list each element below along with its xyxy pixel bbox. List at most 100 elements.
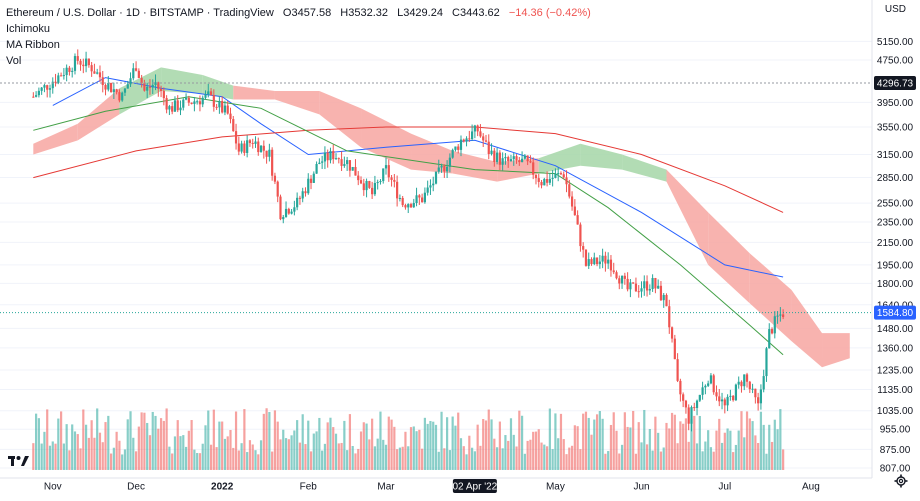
volume-bar [679,421,682,470]
indicator-ma-ribbon[interactable]: MA Ribbon [6,39,60,51]
candle-body [532,162,535,175]
volume-bar [615,430,618,470]
candle-body [626,278,629,290]
candle-body [262,145,265,151]
volume-bar [123,449,127,470]
chart-legend: Ethereum / U.S. Dollar · 1D · BITSTAMP ·… [6,5,591,69]
price-tick-label: 2350.00 [877,217,914,228]
volume-bar [451,416,454,470]
volume-bar [151,411,154,470]
cloud-segment [708,212,750,304]
candle-body [140,77,143,84]
candle-body [662,294,665,301]
volume-bar [51,441,54,470]
volume-bar [32,443,35,470]
candle-body [590,259,593,265]
candle-body [493,150,496,162]
candle-body [559,173,563,175]
volume-bar [590,434,593,470]
volume-bar [84,424,88,470]
price-tick-label: 875.00 [880,445,911,456]
volume-bar [668,428,671,470]
volume-bar [732,452,735,470]
volume-bar [182,435,185,470]
volume-bar [487,409,490,470]
volume-bar [196,453,199,470]
volume-bar [268,412,271,470]
volume-bar [384,444,388,470]
candle-body [573,206,576,216]
candle-body [401,197,404,206]
candle-body [115,89,118,93]
volume-bar [207,410,210,470]
candle-body [179,107,182,111]
candle-body [579,224,582,247]
low-value: L3429.24 [397,7,443,19]
volume-bar [376,438,379,470]
candle-body [246,140,249,153]
volume-bar [559,413,563,470]
cloud-segment [233,85,275,100]
candle-body [273,175,277,182]
currency-button[interactable]: USD [884,4,906,15]
indicator-ichimoku[interactable]: Ichimoku [6,23,51,35]
volume-bar [548,408,551,470]
candle-body [670,327,674,339]
candle-body [148,86,152,88]
candle-body [332,150,335,160]
settings-gear-icon[interactable] [894,474,908,488]
candle-body [187,97,190,103]
volume-bar [73,431,77,470]
price-tick-label: 1360.00 [877,343,914,354]
candle-body [290,211,293,214]
candle-body [423,192,426,203]
candle-body [609,259,613,271]
candle-body [409,204,413,208]
price-tick-label: 2850.00 [877,173,914,184]
candle-body [371,187,374,195]
cloud-segment [580,143,623,170]
candle-body [73,56,77,71]
candle-body [96,72,99,74]
candle-body [354,167,357,176]
candle-body [384,165,388,169]
candle-body [82,64,85,67]
candle-body [154,82,157,85]
volume-bar [209,444,213,470]
volume-bar [373,446,377,470]
volume-bar [687,441,690,470]
candle-body [645,281,649,291]
candle-body [265,150,268,157]
cloud-segment [497,158,539,182]
candle-body [348,160,352,171]
candle-body [396,181,399,199]
candle-body [526,155,529,162]
volume-bar [609,424,613,470]
volume-bar [587,417,590,470]
candle-body [329,150,332,161]
close-value: C3443.62 [452,7,500,19]
price-line [0,82,872,314]
candle-body [62,75,65,77]
candle-body [754,388,757,398]
candle-body [204,94,207,98]
volume-bar [109,453,113,470]
candle-body [770,329,774,334]
volume-bar [629,427,632,470]
candle-body [418,195,421,198]
candle-body [568,184,571,197]
candle-body [157,82,160,89]
symbol-name[interactable]: Ethereum / U.S. Dollar [6,7,117,19]
volume-bar [751,421,754,470]
price-axis: 5150.00 4750.00 4296.73 3950.00 3550.00 3150.… [871,0,916,478]
volume-bar [651,450,654,470]
indicator-vol[interactable]: Vol [6,55,22,67]
volume-bar [601,418,604,470]
volume-bar [129,411,132,470]
candle-body [37,90,40,96]
volume-bar [115,431,118,470]
cloud-segment [749,253,792,342]
interval-label[interactable]: 1D [125,7,140,19]
